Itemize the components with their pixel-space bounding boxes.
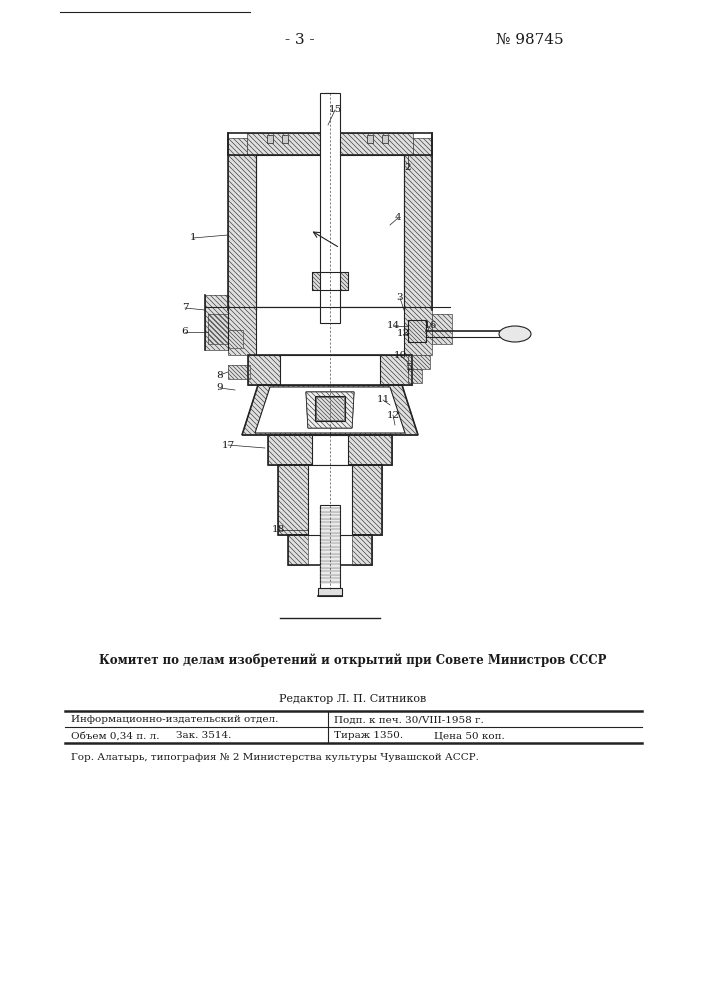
Bar: [320, 505, 340, 590]
Bar: [413, 138, 432, 155]
Text: 8: 8: [216, 370, 223, 379]
Bar: [408, 369, 422, 383]
Bar: [408, 355, 430, 369]
Bar: [228, 155, 256, 310]
Bar: [312, 272, 348, 290]
Polygon shape: [306, 392, 354, 428]
Text: № 98745: № 98745: [496, 33, 563, 47]
Text: 1: 1: [189, 233, 197, 242]
Bar: [367, 135, 373, 143]
Bar: [278, 465, 382, 535]
Text: Редактор Л. П. Ситников: Редактор Л. П. Ситников: [279, 694, 426, 704]
Polygon shape: [242, 385, 418, 435]
Text: 15: 15: [328, 105, 341, 114]
Text: Объем 0,34 п. л.: Объем 0,34 п. л.: [71, 732, 160, 740]
Bar: [348, 435, 392, 465]
Text: Подп. к печ. 30/VIII-1958 г.: Подп. к печ. 30/VIII-1958 г.: [334, 716, 484, 724]
Bar: [256, 155, 404, 307]
Bar: [318, 588, 342, 596]
Bar: [288, 535, 308, 565]
Text: 11: 11: [376, 395, 390, 404]
Bar: [247, 133, 413, 155]
Ellipse shape: [499, 326, 531, 342]
Bar: [248, 355, 412, 385]
Text: Тираж 1350.: Тираж 1350.: [334, 732, 403, 740]
Bar: [315, 396, 345, 421]
Text: Комитет по делам изобретений и открытий при Совете Министров СССР: Комитет по делам изобретений и открытий …: [99, 653, 607, 667]
Text: 5: 5: [404, 363, 411, 372]
Bar: [267, 135, 273, 143]
Bar: [404, 307, 432, 355]
Text: 14: 14: [386, 322, 399, 330]
Bar: [278, 465, 308, 535]
Bar: [380, 355, 412, 385]
Bar: [408, 320, 426, 342]
Bar: [228, 307, 256, 355]
Text: 6: 6: [182, 328, 188, 336]
Bar: [308, 465, 352, 535]
Bar: [268, 435, 392, 465]
Bar: [404, 155, 432, 310]
Polygon shape: [306, 392, 354, 428]
Text: 3: 3: [397, 294, 403, 302]
Text: 2: 2: [404, 163, 411, 172]
Text: 7: 7: [182, 304, 188, 312]
Bar: [352, 535, 372, 565]
Bar: [382, 135, 388, 143]
Polygon shape: [255, 387, 405, 433]
Polygon shape: [242, 385, 418, 435]
Bar: [432, 314, 452, 344]
Text: 18: 18: [271, 526, 285, 534]
Text: 17: 17: [221, 440, 235, 450]
Bar: [408, 320, 426, 342]
Text: Цена 50 коп.: Цена 50 коп.: [433, 732, 504, 740]
Text: 10: 10: [393, 351, 407, 360]
Bar: [288, 535, 372, 565]
Bar: [320, 93, 340, 323]
Bar: [280, 355, 380, 385]
Bar: [208, 314, 228, 344]
Bar: [256, 307, 404, 355]
Text: 16: 16: [423, 322, 437, 330]
Text: Зак. 3514.: Зак. 3514.: [176, 732, 231, 740]
Text: Гор. Алатырь, типография № 2 Министерства культуры Чувашской АССР.: Гор. Алатырь, типография № 2 Министерств…: [71, 752, 479, 762]
Text: Информационно-издательский отдел.: Информационно-издательский отдел.: [71, 716, 279, 724]
Bar: [322, 125, 338, 133]
Text: 13: 13: [397, 330, 409, 338]
Bar: [282, 135, 288, 143]
Bar: [205, 295, 228, 350]
Bar: [312, 272, 348, 290]
Text: 4: 4: [395, 214, 402, 223]
Text: - 3 -: - 3 -: [285, 33, 315, 47]
Bar: [248, 355, 280, 385]
Bar: [228, 133, 432, 155]
Bar: [316, 397, 344, 420]
Bar: [352, 465, 382, 535]
Polygon shape: [306, 392, 354, 428]
Bar: [312, 435, 348, 465]
Text: 9: 9: [216, 383, 223, 392]
Bar: [325, 93, 335, 128]
Bar: [228, 330, 243, 348]
Text: 12: 12: [386, 410, 399, 420]
Bar: [228, 365, 250, 379]
Bar: [228, 138, 247, 155]
Bar: [268, 435, 312, 465]
